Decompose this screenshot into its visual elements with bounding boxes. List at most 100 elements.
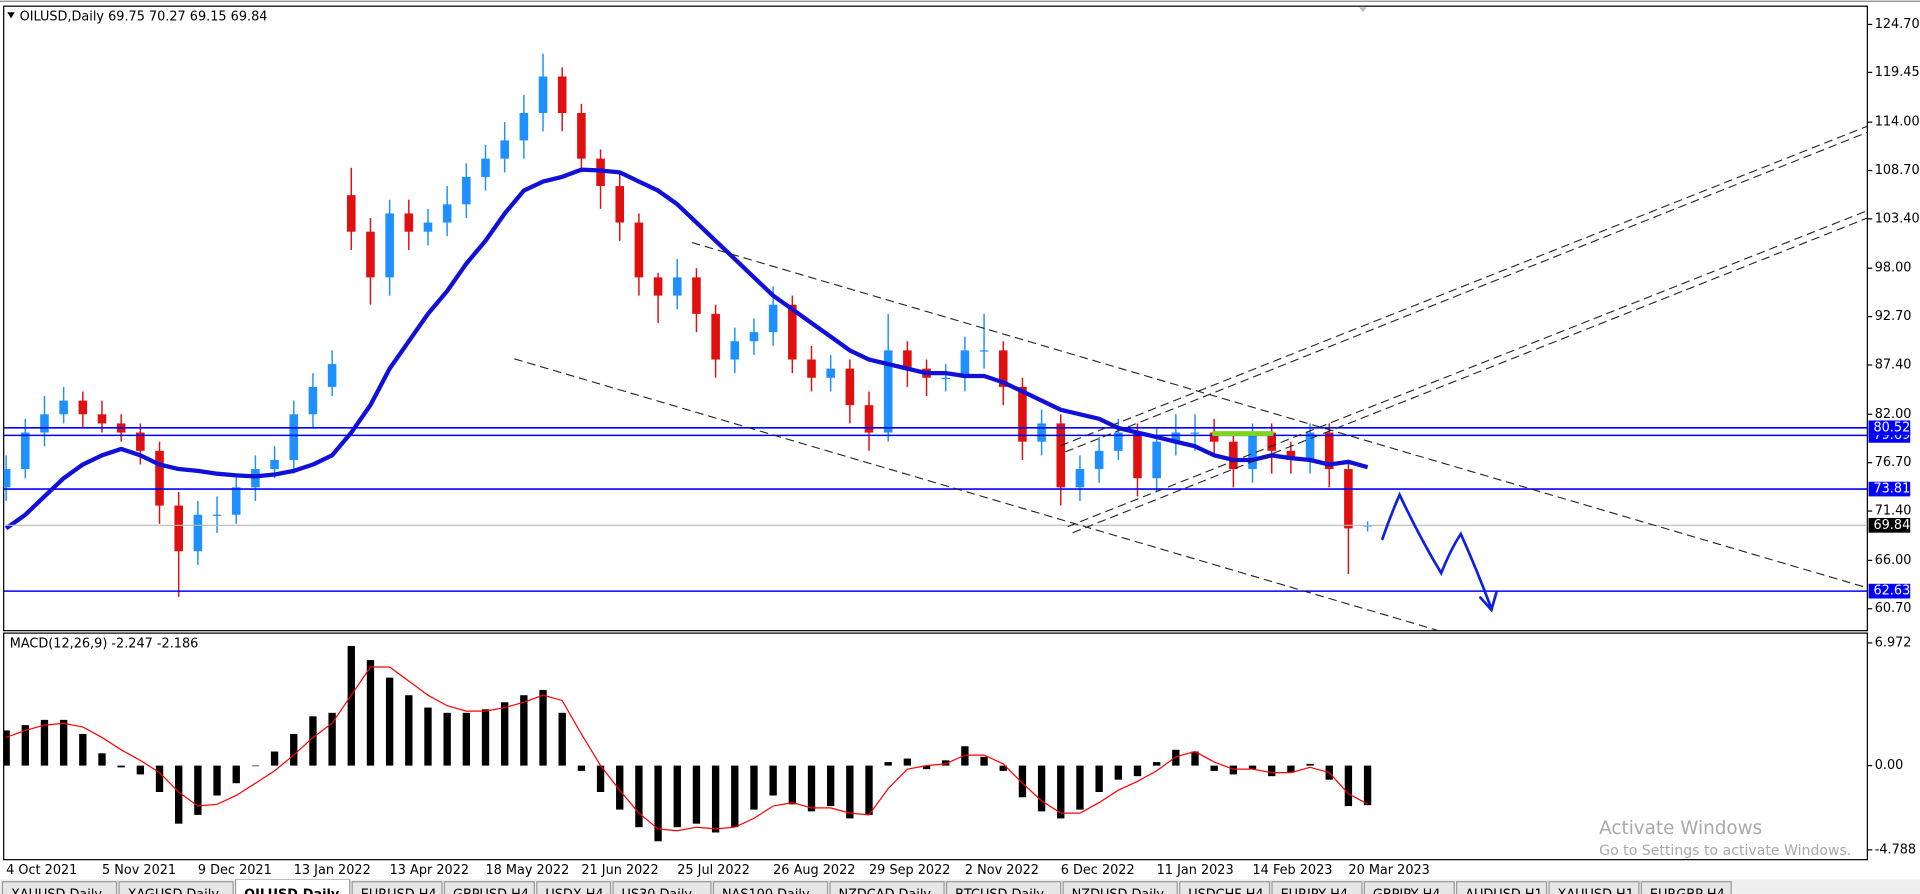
macd-bar (520, 695, 528, 766)
macd-bar (1152, 762, 1161, 766)
tab-label[interactable]: OILUSD,Daily (244, 888, 340, 894)
candle-body (1056, 423, 1066, 488)
macd-bar (366, 660, 375, 766)
macd-bar (980, 756, 988, 766)
x-tick-label: 2 Nov 2022 (965, 863, 1039, 878)
candle-body (385, 213, 394, 278)
candle-body (1286, 450, 1296, 460)
x-tick-label: 6 Dec 2022 (1061, 863, 1135, 878)
tab-label[interactable]: USDX,H4 (545, 888, 603, 894)
tab[interactable] (712, 881, 829, 894)
candle-body (749, 332, 759, 342)
tab[interactable] (1, 881, 118, 894)
tab-label[interactable]: BTCUSD,Daily (955, 888, 1044, 894)
tab-label[interactable]: XAUUSD,H1 (1558, 888, 1634, 894)
macd-bar (635, 765, 643, 828)
candle-body (1094, 450, 1104, 470)
current-price-label: 69.84 (1873, 518, 1910, 533)
x-tick-label: 29 Sep 2022 (869, 863, 950, 878)
tab[interactable] (118, 881, 234, 894)
candle-body (1075, 469, 1085, 488)
tab-label[interactable]: AUDUSD,H1 (1465, 888, 1542, 894)
macd-bar (270, 751, 279, 766)
macd-bar (1287, 765, 1295, 773)
tab-label[interactable]: GBPJPY,H4 (1373, 888, 1441, 894)
candle-body (1133, 432, 1142, 479)
macd-bar (539, 689, 547, 766)
x-tick-label: 18 May 2022 (486, 863, 570, 878)
candle-body (462, 176, 471, 205)
macd-bar (807, 765, 816, 812)
candle-body (212, 514, 222, 516)
candle-body (653, 277, 663, 296)
macd-bar (79, 733, 87, 766)
candle-body (136, 432, 145, 451)
macd-bar (903, 758, 912, 766)
x-tick-label: 5 Nov 2021 (102, 863, 176, 878)
candle-body (174, 505, 183, 552)
macd-bar (922, 765, 931, 770)
current-price-box (1868, 517, 1911, 533)
macd-bar (731, 765, 739, 828)
tab-label[interactable]: USDCHF,H4 (1188, 888, 1263, 894)
macd-bar (846, 765, 854, 819)
candle-body (998, 350, 1008, 387)
tab[interactable] (1456, 881, 1548, 894)
x-tick-label: 14 Feb 2023 (1253, 863, 1333, 878)
tab[interactable] (536, 881, 612, 894)
forecast-arrow (1381, 491, 1498, 613)
macd-bar (98, 753, 106, 766)
candle-body (308, 386, 318, 415)
tab-label[interactable]: EURGBP,H4 (1650, 888, 1725, 894)
tab-label[interactable]: XAGUSD,Daily (128, 888, 220, 894)
tab[interactable] (1271, 881, 1363, 894)
tab-label[interactable]: EURJPY,H4 (1281, 888, 1348, 894)
tab-label[interactable]: XAUUSD,Daily (11, 888, 102, 894)
candle-body (1305, 432, 1315, 460)
tab[interactable] (351, 881, 443, 894)
y-tick-label: 108.70 (1875, 163, 1920, 178)
macd-bar (961, 746, 969, 766)
macd-bar (175, 765, 183, 824)
macd-bar (1210, 765, 1218, 771)
macd-bar (1133, 765, 1142, 777)
macd-bar (155, 765, 164, 793)
tab[interactable] (1179, 881, 1271, 894)
price-level-box (1868, 583, 1911, 599)
tab[interactable] (829, 881, 945, 894)
macd-bar (3, 730, 10, 766)
macd-bar (213, 765, 221, 796)
tab[interactable] (1363, 881, 1455, 894)
candle-body (1209, 432, 1219, 442)
x-tick-label: 26 Aug 2022 (773, 863, 855, 878)
tab[interactable] (1548, 881, 1640, 894)
tab-label[interactable]: US30,Daily (622, 888, 693, 894)
candle-body (672, 277, 682, 296)
candle-body (941, 377, 951, 379)
tab[interactable] (612, 881, 712, 894)
candle-body (97, 414, 107, 424)
tab[interactable] (234, 879, 351, 894)
tab-label[interactable]: NZDUSD,Daily (1072, 888, 1165, 894)
tab-label[interactable]: NAS100,Daily (722, 888, 810, 894)
tab[interactable] (443, 881, 535, 894)
tab-label[interactable]: NZDCAD,Daily (839, 888, 932, 894)
macd-bar (1037, 765, 1046, 812)
candle-body (768, 304, 778, 333)
tab[interactable] (945, 881, 1062, 894)
macd-bar (117, 765, 125, 768)
tab[interactable] (1640, 881, 1732, 894)
tab-label[interactable]: GBPUSD,H4 (453, 888, 529, 894)
candle-body (538, 76, 548, 114)
macd-bar (616, 765, 624, 810)
candle-body (193, 514, 203, 552)
tab-label[interactable]: EURUSD,H4 (361, 888, 437, 894)
macd-bar (999, 765, 1007, 771)
candle-body (1114, 432, 1123, 451)
macd-bar (1172, 749, 1180, 766)
y-tick-label: 82.00 (1875, 407, 1912, 422)
tab[interactable] (1062, 881, 1178, 894)
y-tick-label: 119.45 (1875, 65, 1920, 80)
candle-body (1324, 432, 1334, 470)
